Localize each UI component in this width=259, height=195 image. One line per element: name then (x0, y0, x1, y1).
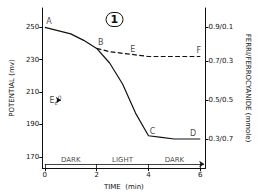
svg-text:B: B (98, 38, 104, 47)
svg-text:D: D (190, 129, 196, 138)
svg-text:POTENTIAL (mv): POTENTIAL (mv) (8, 59, 16, 117)
svg-text:DARK: DARK (165, 156, 185, 164)
svg-text:LIGHT: LIGHT (112, 156, 134, 164)
svg-text:210: 210 (26, 88, 39, 96)
svg-text:250: 250 (26, 23, 39, 31)
html-text:Ec: Ec (49, 95, 58, 107)
svg-text:0.3/0.7: 0.3/0.7 (208, 135, 233, 143)
svg-text:190: 190 (26, 120, 39, 128)
svg-text:6: 6 (198, 171, 203, 179)
svg-text:0: 0 (43, 171, 47, 179)
svg-text:230: 230 (26, 56, 39, 64)
svg-text:C: C (150, 127, 156, 136)
svg-text:170: 170 (26, 153, 39, 161)
svg-text:E: E (130, 45, 135, 54)
svg-text:4: 4 (146, 171, 151, 179)
svg-text:2: 2 (94, 171, 98, 179)
svg-text:F: F (196, 46, 201, 55)
svg-text:A: A (46, 17, 52, 26)
svg-text:DARK: DARK (61, 156, 81, 164)
svg-text:0.5/0.5: 0.5/0.5 (208, 96, 233, 104)
svg-text:0: 0 (57, 94, 62, 102)
svg-text:0.7/0.3: 0.7/0.3 (208, 57, 233, 65)
svg-text:TIME (min): TIME (min) (103, 183, 144, 191)
svg-text:1: 1 (111, 13, 119, 26)
svg-text:FERRI/FERROCYANIDE (mmole): FERRI/FERROCYANIDE (mmole) (244, 34, 252, 143)
svg-text:0.9/0.1: 0.9/0.1 (208, 23, 233, 31)
